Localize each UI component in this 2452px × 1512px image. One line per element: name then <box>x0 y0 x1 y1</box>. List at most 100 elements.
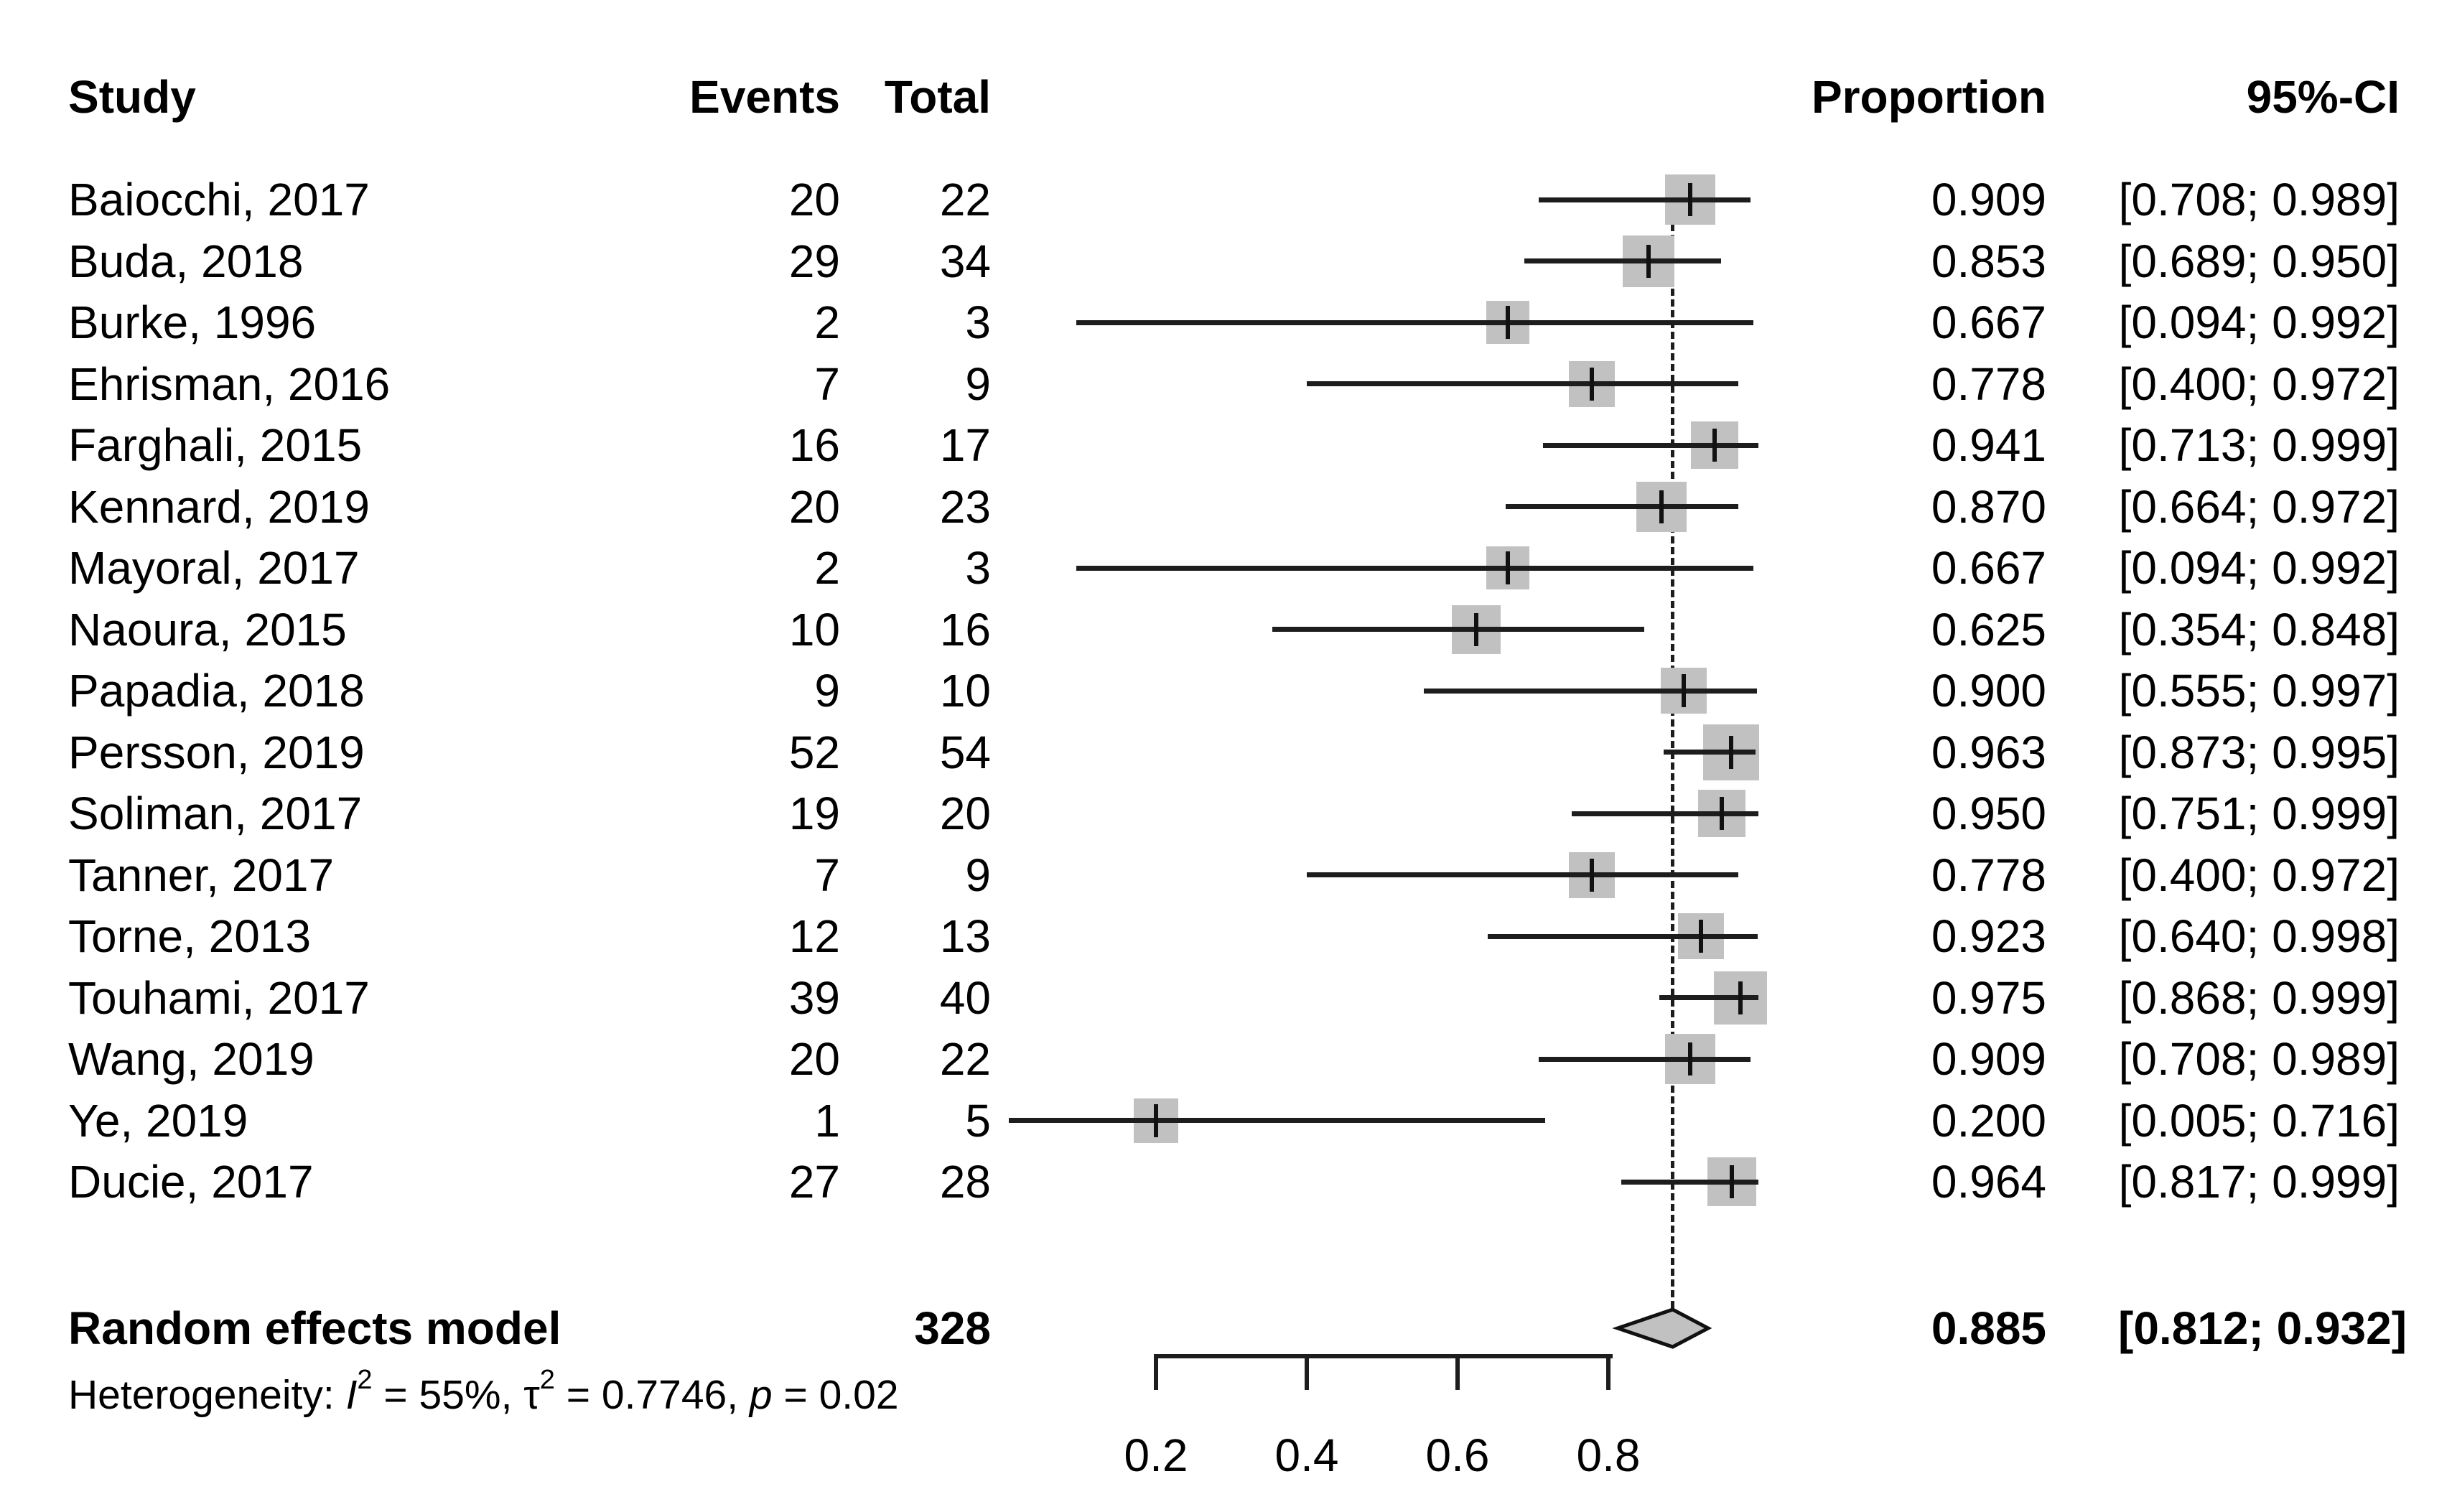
study-total: 22 <box>939 174 991 225</box>
study-ci-text: [0.555; 0.997] <box>2118 665 2400 717</box>
study-row: Mayoral, 2017 2 3 0.667 [0.094; 0.992] <box>0 537 2452 599</box>
ci-line <box>1076 565 1753 571</box>
reference-dashed-line <box>1670 181 1674 1308</box>
study-proportion: 0.900 <box>1931 665 2046 717</box>
study-total: 23 <box>939 480 991 533</box>
study-name: Ehrisman, 2016 <box>68 358 391 410</box>
summary-ci-text: [0.812; 0.932] <box>2118 1302 2407 1354</box>
study-row: Tanner, 2017 7 9 0.778 [0.400; 0.972] <box>0 844 2452 906</box>
header-row: Study Events Total Proportion 95%-CI <box>0 66 2452 128</box>
study-events: 7 <box>814 358 840 410</box>
study-ci-text: [0.713; 0.999] <box>2118 419 2400 471</box>
ci-line <box>1272 627 1645 632</box>
study-ci-text: [0.751; 0.999] <box>2118 788 2400 839</box>
point-estimate-tick <box>1729 735 1734 769</box>
study-row: Burke, 1996 2 3 0.667 [0.094; 0.992] <box>0 291 2452 353</box>
point-estimate-tick <box>1506 306 1511 339</box>
study-proportion: 0.667 <box>1931 297 2046 348</box>
study-events: 1 <box>814 1094 840 1147</box>
study-name: Buda, 2018 <box>68 235 304 287</box>
point-estimate-tick <box>1154 1103 1158 1137</box>
study-row: Buda, 2018 29 34 0.853 [0.689; 0.950] <box>0 230 2452 292</box>
study-row: Wang, 2019 20 22 0.909 [0.708; 0.989] <box>0 1028 2452 1090</box>
ci-line <box>1663 750 1756 755</box>
heterogeneity-prefix: Heterogeneity: <box>68 1372 346 1418</box>
study-row: Persson, 2019 52 54 0.963 [0.873; 0.995] <box>0 722 2452 783</box>
study-row: Torne, 2013 12 13 0.923 [0.640; 0.998] <box>0 905 2452 967</box>
study-proportion: 0.950 <box>1931 788 2046 839</box>
p-value: = 0.02 <box>772 1372 899 1418</box>
study-events: 10 <box>788 603 840 655</box>
study-total: 22 <box>939 1033 991 1085</box>
study-name: Farghali, 2015 <box>68 419 363 471</box>
point-estimate-tick <box>1730 1165 1735 1198</box>
header-study: Study <box>68 71 196 123</box>
summary-diamond <box>1611 1307 1712 1349</box>
summary-label: Random effects model <box>68 1302 561 1354</box>
study-name: Torne, 2013 <box>68 910 312 962</box>
ci-line <box>1524 258 1722 263</box>
x-axis-tick <box>1455 1354 1460 1390</box>
study-ci-text: [0.005; 0.716] <box>2118 1094 2400 1147</box>
study-total: 16 <box>939 603 991 655</box>
point-estimate-tick <box>1719 797 1724 830</box>
study-events: 20 <box>788 480 840 533</box>
study-total: 3 <box>965 542 991 594</box>
ci-line <box>1542 442 1758 448</box>
study-proportion: 0.909 <box>1931 1033 2046 1085</box>
study-name: Tanner, 2017 <box>68 849 335 901</box>
study-ci-text: [0.640; 0.998] <box>2118 910 2400 962</box>
study-row: Touhami, 2017 39 40 0.975 [0.868; 0.999] <box>0 967 2452 1029</box>
ci-line <box>1539 1056 1751 1062</box>
study-proportion: 0.923 <box>1931 910 2046 962</box>
p-symbol: p <box>749 1372 773 1418</box>
x-axis-tick-label: 0.8 <box>1576 1429 1641 1481</box>
ci-line <box>1539 197 1751 202</box>
study-name: Burke, 1996 <box>68 297 317 348</box>
study-proportion: 0.853 <box>1931 235 2046 287</box>
header-events: Events <box>689 71 840 123</box>
study-ci-text: [0.354; 0.848] <box>2118 603 2400 655</box>
study-total: 28 <box>939 1156 991 1208</box>
ci-line <box>1506 504 1738 509</box>
study-total: 40 <box>939 971 991 1024</box>
x-axis-tick <box>1606 1354 1610 1390</box>
diamond-shape <box>1611 1307 1712 1349</box>
i-squared-value: = 55%, <box>372 1372 524 1418</box>
study-ci-text: [0.689; 0.950] <box>2118 235 2400 287</box>
point-estimate-tick <box>1659 490 1664 523</box>
study-ci-text: [0.094; 0.992] <box>2118 542 2400 594</box>
study-name: Touhami, 2017 <box>68 971 370 1024</box>
study-row: Ehrisman, 2016 7 9 0.778 [0.400; 0.972] <box>0 353 2452 415</box>
x-axis-tick <box>1305 1354 1309 1390</box>
study-row: Naoura, 2015 10 16 0.625 [0.354; 0.848] <box>0 599 2452 661</box>
point-estimate-tick <box>1474 612 1479 646</box>
study-events: 19 <box>788 788 840 839</box>
study-ci-text: [0.873; 0.995] <box>2118 726 2400 778</box>
study-name: Papadia, 2018 <box>68 665 365 717</box>
point-estimate-tick <box>1589 367 1594 401</box>
study-ci-text: [0.094; 0.992] <box>2118 297 2400 348</box>
study-row: Ye, 2019 1 5 0.200 [0.005; 0.716] <box>0 1090 2452 1152</box>
study-total: 9 <box>965 849 991 901</box>
study-row: Ducie, 2017 27 28 0.964 [0.817; 0.999] <box>0 1151 2452 1213</box>
header-total: Total <box>884 71 991 123</box>
ci-line <box>1076 319 1753 325</box>
study-total: 54 <box>939 726 991 778</box>
summary-proportion: 0.885 <box>1931 1302 2046 1354</box>
study-ci-text: [0.400; 0.972] <box>2118 849 2400 901</box>
tau-squared-value: = 0.7746, <box>554 1372 750 1418</box>
point-estimate-tick <box>1589 858 1594 892</box>
point-estimate-tick <box>1688 183 1693 216</box>
study-events: 29 <box>788 235 840 287</box>
study-total: 20 <box>939 788 991 839</box>
study-events: 9 <box>814 665 840 717</box>
study-events: 2 <box>814 297 840 348</box>
ci-line <box>1659 995 1758 1000</box>
study-name: Soliman, 2017 <box>68 788 363 839</box>
ci-line <box>1488 933 1758 939</box>
study-name: Naoura, 2015 <box>68 603 347 655</box>
study-total: 17 <box>939 419 991 471</box>
header-ci: 95%-CI <box>2246 71 2400 123</box>
